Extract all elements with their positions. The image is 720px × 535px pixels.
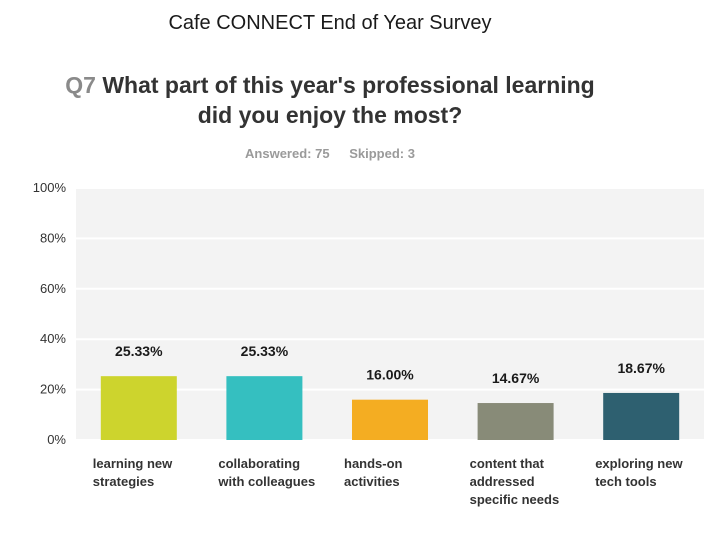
y-tick-label: 20% <box>40 382 66 397</box>
category-label: learning new strategies <box>92 456 173 489</box>
bar <box>226 376 303 440</box>
category-label: content that addressed specific needs <box>469 456 560 507</box>
answered-count: Answered: 75 <box>245 146 330 161</box>
y-tick-label: 60% <box>40 281 66 296</box>
y-tick-label: 80% <box>40 230 66 245</box>
bar <box>477 403 554 440</box>
bar <box>100 376 177 440</box>
category-labels: learning new strategies collaborating wit… <box>0 455 720 520</box>
bar <box>603 392 680 440</box>
data-label: 16.00% <box>366 367 414 383</box>
data-label: 14.67% <box>492 370 540 386</box>
response-stats: Answered: 75 Skipped: 3 <box>0 146 660 161</box>
skipped-count: Skipped: 3 <box>349 146 415 161</box>
survey-title: Cafe CONNECT End of Year Survey <box>168 12 492 34</box>
data-label: 25.33% <box>241 343 289 359</box>
category-label: exploring new tech tools <box>595 456 683 489</box>
question-text: What part of this year's professional le… <box>102 72 595 128</box>
category-label: hands-on activities <box>344 456 403 489</box>
question-number: Q7 <box>65 72 96 98</box>
y-tick-label: 100% <box>33 180 67 195</box>
category-label: collaborating with colleagues <box>218 456 316 489</box>
bar <box>352 399 428 440</box>
y-tick-label: 40% <box>40 331 66 346</box>
data-label: 25.33% <box>115 343 163 359</box>
data-label: 18.67% <box>617 360 665 376</box>
plot-area <box>76 188 704 440</box>
y-tick-label: 0% <box>47 432 66 447</box>
question-title: Q7 What part of this year's professional… <box>60 70 600 130</box>
